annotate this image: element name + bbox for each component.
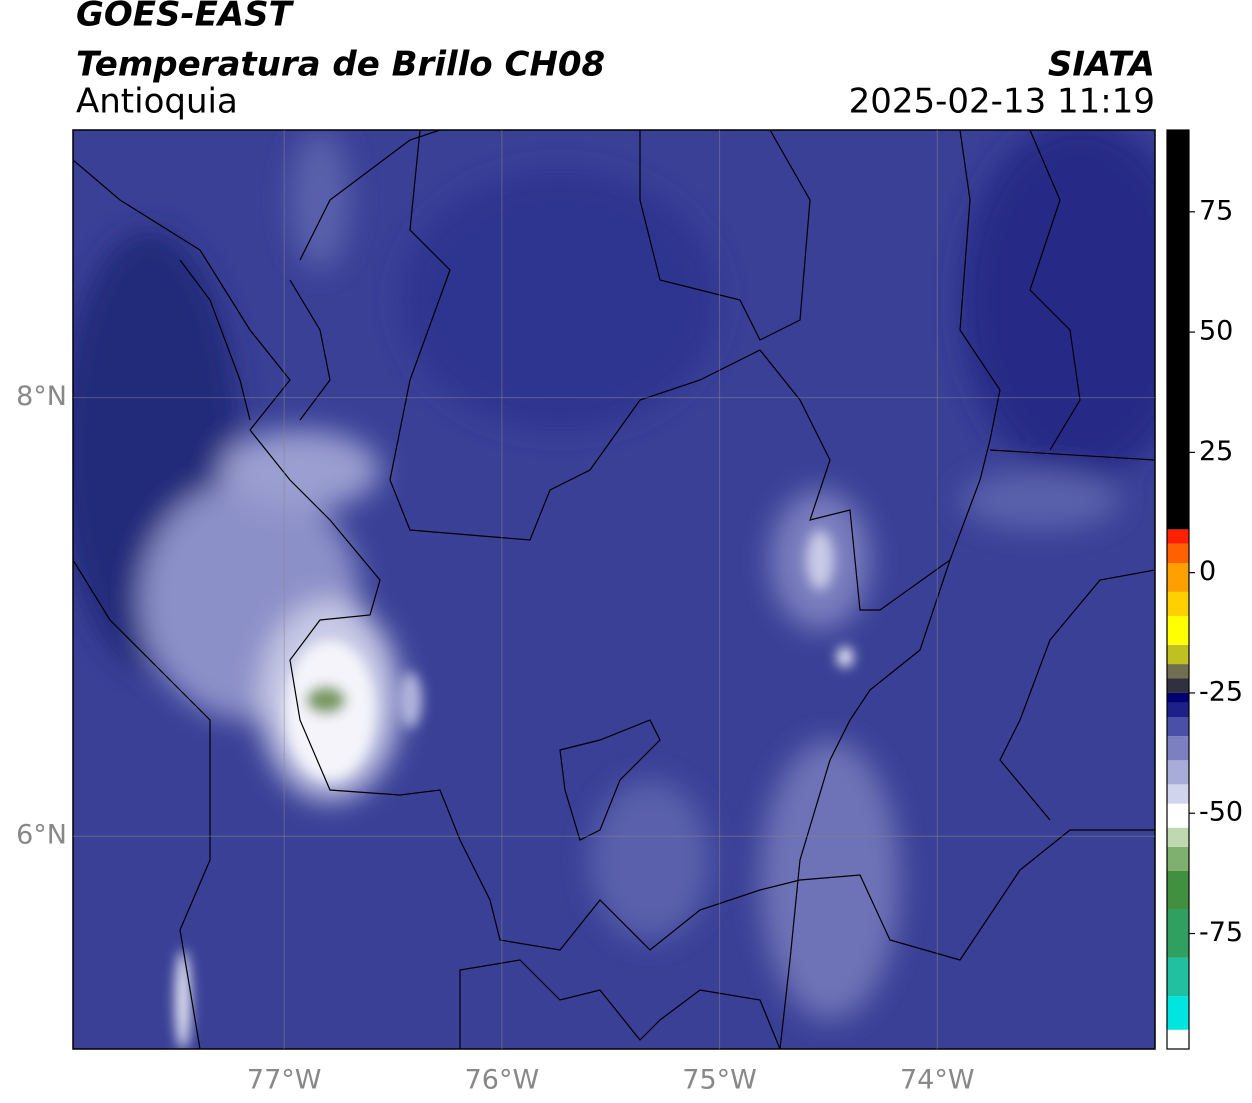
colorbar-segment [1167, 1029, 1189, 1049]
x-tick-label: 74°W [900, 1065, 975, 1096]
colorbar-tick-label: 75 [1199, 195, 1233, 226]
colorbar-frame [1166, 129, 1190, 1050]
subtitle: Temperatura de Brillo CH08 [76, 45, 605, 85]
colorbar-segment [1167, 909, 1189, 958]
datetime: 2025-02-13 11:19 [849, 82, 1155, 122]
colorbar-segment [1167, 543, 1189, 564]
colorbar-segment [1167, 615, 1189, 645]
colorbar-segment [1167, 664, 1189, 679]
map-image [73, 130, 1155, 1049]
colorbar-segment [1167, 846, 1189, 871]
colorbar-tick-label: -25 [1199, 676, 1243, 707]
colorbar-tick-label: 0 [1199, 556, 1216, 587]
colorbar-segment [1167, 702, 1189, 718]
colorbar-segment [1167, 957, 1189, 997]
colorbar-segment [1167, 784, 1189, 804]
colorbar-segment [1167, 803, 1189, 828]
y-tick-label: 8°N [16, 381, 67, 412]
colorbar-tick-label: -50 [1199, 797, 1243, 828]
colorbar-tick-label: 25 [1199, 436, 1233, 467]
colorbar-segment [1167, 591, 1189, 616]
colorbar-segment [1167, 644, 1189, 665]
colorbar-tick-label: 50 [1199, 316, 1233, 347]
colorbar-segment [1167, 717, 1189, 737]
region: Antioquia [76, 82, 238, 122]
x-tick-label: 76°W [465, 1065, 540, 1096]
colorbar-segment [1167, 130, 1189, 530]
colorbar-segment [1167, 563, 1189, 592]
colorbar-segment [1167, 736, 1189, 761]
map-frame [72, 129, 1156, 1050]
x-tick-label: 77°W [247, 1065, 322, 1096]
x-tick-label: 75°W [682, 1065, 757, 1096]
colorbar-segment [1167, 870, 1189, 910]
source: SIATA [1048, 45, 1155, 85]
colorbar-segment [1167, 996, 1189, 1030]
colorbar-segment [1167, 692, 1189, 703]
y-tick-label: 6°N [16, 820, 67, 851]
colorbar-tick-label: -75 [1199, 917, 1243, 948]
colorbar-segment [1167, 529, 1189, 544]
title: GOES-EAST [76, 0, 295, 35]
colorbar-segment [1167, 678, 1189, 693]
colorbar-segment [1167, 827, 1189, 847]
colorbar-segment [1167, 760, 1189, 785]
